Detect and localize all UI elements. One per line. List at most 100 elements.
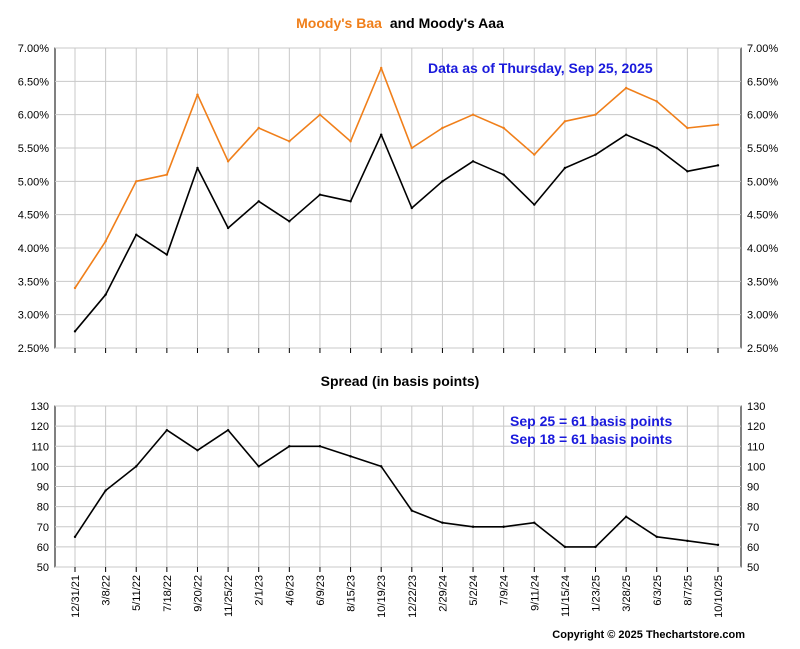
- bottom-point: [196, 449, 198, 451]
- top-point: [411, 207, 413, 209]
- bottom-ytick-left: 120: [31, 421, 49, 433]
- top-point: [196, 167, 198, 169]
- top-ytick-left: 3.50%: [18, 276, 49, 288]
- top-point: [349, 140, 351, 142]
- top-point: [594, 153, 596, 155]
- bottom-yaxis-left: 50 60 70 80 90 100 110 120 130: [31, 401, 49, 574]
- top-point: [656, 100, 658, 102]
- top-yaxis-right: 2.50%3.00%3.50%4.00%4.50%5.00%5.50%6.00%…: [747, 43, 778, 355]
- top-point: [380, 133, 382, 135]
- bottom-point: [564, 546, 566, 548]
- top-point: [686, 170, 688, 172]
- bottom-ytick-left: 130: [31, 401, 49, 413]
- top-point: [564, 167, 566, 169]
- chart-title: Moody's Baa and Moody's Aaa: [296, 15, 504, 31]
- top-point: [594, 113, 596, 115]
- top-point: [533, 153, 535, 155]
- bottom-point: [502, 526, 504, 528]
- top-ytick-left: 2.50%: [18, 343, 49, 355]
- top-point: [472, 113, 474, 115]
- top-point: [135, 233, 137, 235]
- bottom-point: [135, 465, 137, 467]
- top-annotation: Data as of Thursday, Sep 25, 2025: [428, 60, 653, 76]
- top-point: [74, 330, 76, 332]
- bottom-ytick-right: 110: [747, 441, 765, 453]
- top-ytick-left: 5.00%: [18, 176, 49, 188]
- top-point: [135, 180, 137, 182]
- x-tick-label: 10/10/25: [713, 575, 725, 618]
- bottom-ytick-left: 50: [37, 562, 49, 574]
- spread-annotation-1: Sep 25 = 61 basis points: [510, 413, 672, 429]
- bottom-ytick-right: 100: [747, 461, 765, 473]
- bottom-yaxis-right: 5060708090100110120130: [747, 401, 765, 574]
- bottom-ytick-left: 100: [31, 461, 49, 473]
- top-point: [656, 147, 658, 149]
- x-tick-label: 3/8/22: [101, 575, 113, 606]
- top-ytick-right: 4.00%: [747, 243, 778, 255]
- top-point: [104, 293, 106, 295]
- bottom-ytick-right: 50: [747, 562, 759, 574]
- x-axis-labels: 12/31/21 3/8/22 5/11/22 7/18/22 9/20/22 11/25…: [70, 575, 725, 618]
- top-point: [533, 203, 535, 205]
- top-ytick-right: 5.50%: [747, 143, 778, 155]
- top-ytick-left: 5.50%: [18, 143, 49, 155]
- top-point: [502, 173, 504, 175]
- bottom-ytick-right: 130: [747, 401, 765, 413]
- top-point: [319, 193, 321, 195]
- bottom-point: [166, 429, 168, 431]
- top-point: [166, 173, 168, 175]
- x-tick-label: 12/31/21: [70, 575, 82, 618]
- top-point: [380, 67, 382, 69]
- x-tick-label: 9/20/22: [192, 575, 204, 612]
- top-point: [441, 180, 443, 182]
- top-point: [502, 127, 504, 129]
- bottom-point: [258, 465, 260, 467]
- bottom-point: [656, 536, 658, 538]
- x-tick-label: 12/22/23: [407, 575, 419, 618]
- bottom-point: [625, 515, 627, 517]
- bottom-ytick-left: 60: [37, 542, 49, 554]
- x-tick-label: 6/3/25: [652, 575, 664, 606]
- top-ytick-left: 4.00%: [18, 243, 49, 255]
- top-point: [288, 140, 290, 142]
- x-tick-label: 11/25/22: [223, 575, 235, 617]
- bottom-ytick-left: 70: [37, 522, 49, 534]
- bottom-point: [472, 526, 474, 528]
- top-point: [227, 160, 229, 162]
- chart-svg: Moody's Baa and Moody's Aaa 2.50%3.00%3.…: [0, 0, 800, 649]
- top-point: [564, 120, 566, 122]
- bottom-point: [288, 445, 290, 447]
- bottom-ytick-left: 110: [31, 441, 49, 453]
- top-ytick-left: 4.50%: [18, 210, 49, 222]
- x-tick-label: 7/9/24: [499, 575, 511, 606]
- x-tick-label: 4/6/23: [284, 575, 296, 606]
- top-ytick-right: 2.50%: [747, 343, 778, 355]
- top-ytick-right: 5.00%: [747, 176, 778, 188]
- top-ytick-right: 6.50%: [747, 76, 778, 88]
- x-tick-label: 7/18/22: [162, 575, 174, 612]
- top-yaxis-left: 2.50%3.00%3.50%4.00%4.50%5.00%5.50%6.00%…: [18, 43, 49, 355]
- bottom-point: [349, 455, 351, 457]
- bottom-point: [717, 544, 719, 546]
- bottom-point: [686, 540, 688, 542]
- top-point: [625, 87, 627, 89]
- bottom-ytick-left: 80: [37, 502, 49, 514]
- bottom-ytick-right: 80: [747, 502, 759, 514]
- top-ytick-right: 4.50%: [747, 210, 778, 222]
- bottom-point: [380, 465, 382, 467]
- x-tick-label: 5/2/24: [468, 575, 480, 606]
- x-tick-label: 2/29/24: [437, 575, 449, 612]
- top-ytick-right: 6.00%: [747, 110, 778, 122]
- x-tick-label: 1/23/25: [591, 575, 603, 612]
- bottom-ytick-right: 60: [747, 542, 759, 554]
- bottom-ytick-right: 120: [747, 421, 765, 433]
- x-tick-label: 2/1/23: [254, 575, 266, 606]
- bottom-point: [74, 536, 76, 538]
- top-ytick-left: 6.00%: [18, 110, 49, 122]
- title-baa: Moody's Baa: [296, 15, 382, 31]
- bottom-point: [319, 445, 321, 447]
- top-point: [349, 200, 351, 202]
- copyright: Copyright © 2025 Thechartstore.com: [552, 629, 745, 641]
- x-tick-label: 8/15/23: [346, 575, 358, 612]
- bottom-point: [441, 522, 443, 524]
